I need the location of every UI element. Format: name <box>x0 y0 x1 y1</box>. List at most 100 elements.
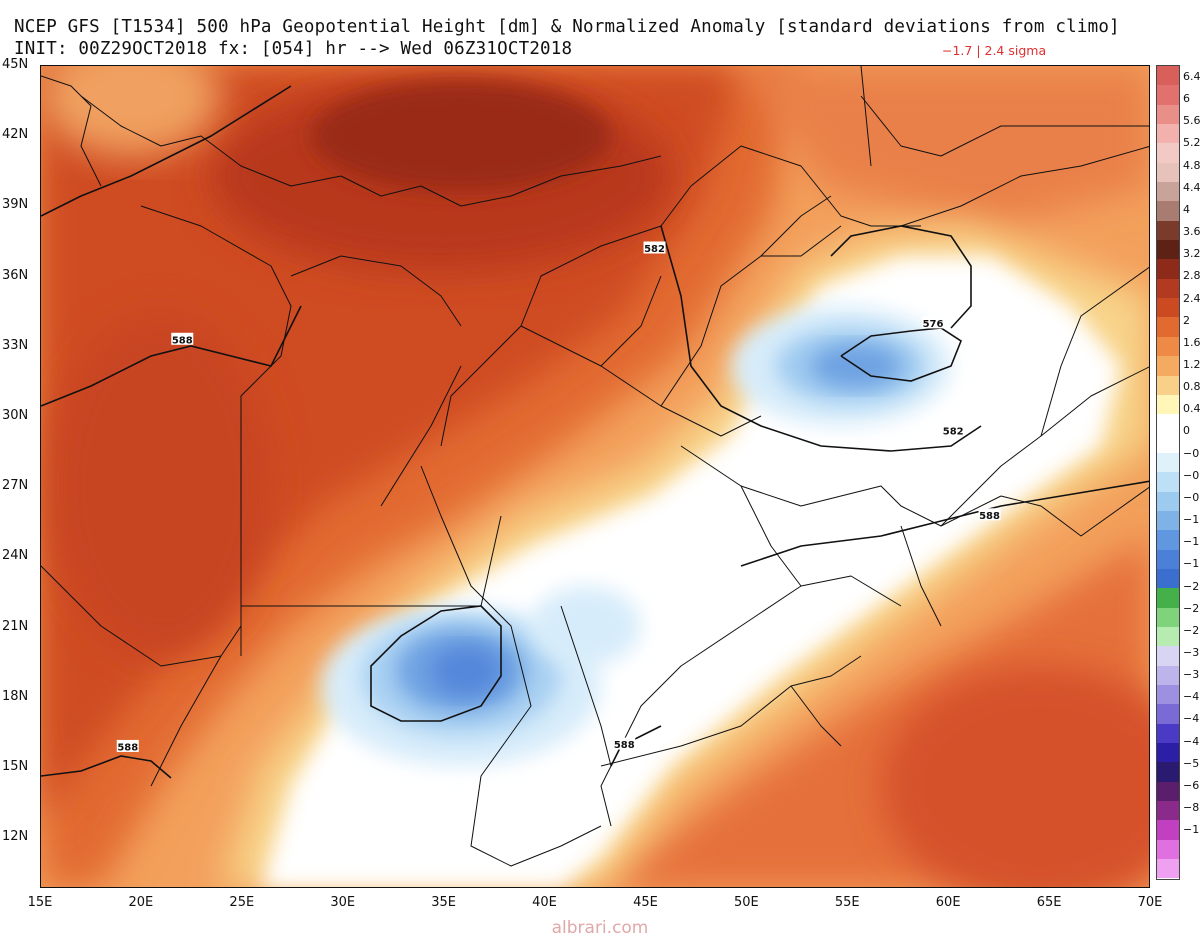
legend-label: 0.4 <box>1183 402 1200 416</box>
legend-label: 4.4 <box>1183 180 1200 194</box>
latitude-label: 27N <box>2 478 29 494</box>
legend-swatch <box>1157 801 1179 821</box>
legend-swatch <box>1157 259 1179 279</box>
contour-value-label: 588 <box>171 332 194 346</box>
legend-label: 6.4 <box>1183 70 1200 83</box>
contour-582-north <box>41 85 292 217</box>
forecast-init-line: INIT: 00Z29OCT2018 fx: [054] hr --> Wed … <box>14 39 573 59</box>
legend-swatch <box>1157 646 1179 666</box>
legend-label: −1 <box>1183 535 1200 549</box>
legend-label: −0 <box>1183 468 1200 482</box>
contour-value-label: 588 <box>116 739 139 753</box>
contour-labels: 582 588 576 582 588 588 588 <box>116 241 1001 753</box>
legend-swatch <box>1157 762 1179 782</box>
longitude-label: 15E <box>27 895 53 910</box>
contour-value-label: 582 <box>643 241 666 255</box>
legend-swatch <box>1157 704 1179 724</box>
country-boundaries <box>41 66 1149 867</box>
latitude-label: 30N <box>2 408 29 423</box>
legend-label: 1.2 <box>1183 357 1200 371</box>
contour-588-red-sea <box>370 605 502 722</box>
contour-value-label: 582 <box>942 424 965 438</box>
legend-label: −1 <box>1183 823 1200 837</box>
legend-swatch <box>1157 85 1179 105</box>
svg-text:582: 582 <box>943 427 964 438</box>
svg-text:588: 588 <box>979 511 1000 522</box>
legend-swatch <box>1157 336 1179 357</box>
legend-label: 4.8 <box>1183 158 1200 172</box>
legend-label: −6 <box>1183 778 1200 792</box>
legend-swatch <box>1157 220 1179 241</box>
contour-value-label: 588 <box>613 737 636 751</box>
legend-swatch <box>1157 104 1179 125</box>
legend-label: −8 <box>1183 801 1200 815</box>
legend-swatch <box>1157 665 1179 685</box>
legend-swatch <box>1157 414 1179 434</box>
legend-label: 5.2 <box>1183 136 1200 150</box>
legend-swatch <box>1157 685 1179 705</box>
legend-label: −2 <box>1183 601 1200 615</box>
longitude-label: 40E <box>532 895 557 910</box>
latitude-label: 12N <box>2 829 29 845</box>
legend-swatch <box>1157 317 1179 337</box>
contour-value-label: 588 <box>978 508 1001 522</box>
legend-label: −4 <box>1183 690 1200 704</box>
legend-swatch <box>1157 530 1179 550</box>
latitude-label: 24N <box>2 548 29 564</box>
legend-swatch <box>1157 375 1179 395</box>
legend-swatch <box>1157 549 1179 569</box>
legend-label: 2 <box>1183 313 1190 327</box>
legend-swatch <box>1157 472 1179 492</box>
legend-label: 1.6 <box>1183 335 1200 349</box>
contour-value-label: 576 <box>922 316 945 330</box>
legend-swatch <box>1157 240 1179 260</box>
legend-swatch <box>1157 433 1179 453</box>
legend-swatch <box>1157 491 1179 511</box>
longitude-label: 25E <box>229 895 255 910</box>
longitude-label: 60E <box>935 895 961 910</box>
legend-label: −3 <box>1183 645 1200 659</box>
contour-588-east <box>740 480 1149 567</box>
legend-label: −1 <box>1183 513 1200 527</box>
longitude-label: 30E <box>330 895 356 910</box>
legend-swatch <box>1157 278 1179 299</box>
latitude-label: 15N <box>2 759 29 774</box>
legend-swatch <box>1157 820 1179 840</box>
anomaly-shading <box>41 66 1149 887</box>
color-legend <box>1156 65 1180 880</box>
contour-576-loop <box>840 327 962 382</box>
map-title: NCEP GFS [T1534] 500 hPa Geopotential He… <box>14 17 1120 37</box>
legend-label: 3.6 <box>1183 225 1200 239</box>
height-contours <box>41 85 1149 779</box>
latitude-label: 42N <box>2 127 29 143</box>
legend-label: 6 <box>1183 92 1190 106</box>
legend-label: −4 <box>1183 734 1200 748</box>
legend-label: −4 <box>1183 712 1200 726</box>
svg-text:588: 588 <box>172 335 193 346</box>
legend-label: 2.8 <box>1183 269 1200 283</box>
latitude-label: 39N <box>2 197 29 213</box>
anomaly-map: 582 588 576 582 588 588 588 <box>41 66 1149 887</box>
latitude-label: 36N <box>2 267 29 283</box>
contour-576-outer <box>830 225 972 329</box>
legend-label: 4 <box>1183 202 1190 216</box>
svg-text:582: 582 <box>644 244 665 255</box>
longitude-label: 50E <box>733 895 759 910</box>
legend-swatch <box>1157 568 1179 589</box>
longitude-label: 35E <box>431 895 456 910</box>
contour-588-southwest <box>41 755 172 779</box>
legend-swatch <box>1157 162 1179 183</box>
svg-text:588: 588 <box>614 740 635 751</box>
legend-label: −3 <box>1183 668 1200 682</box>
legend-label: −2 <box>1183 579 1200 593</box>
legend-label: −0 <box>1183 446 1200 460</box>
legend-label: −5 <box>1183 756 1200 770</box>
legend-swatch <box>1157 626 1179 647</box>
legend-swatch <box>1157 588 1179 608</box>
watermark: albrari.com <box>551 918 649 938</box>
svg-text:588: 588 <box>117 742 138 753</box>
legend-label: 2.4 <box>1183 291 1200 305</box>
legend-swatch <box>1157 510 1179 531</box>
legend-swatch <box>1157 859 1179 879</box>
legend-swatch <box>1157 607 1179 627</box>
